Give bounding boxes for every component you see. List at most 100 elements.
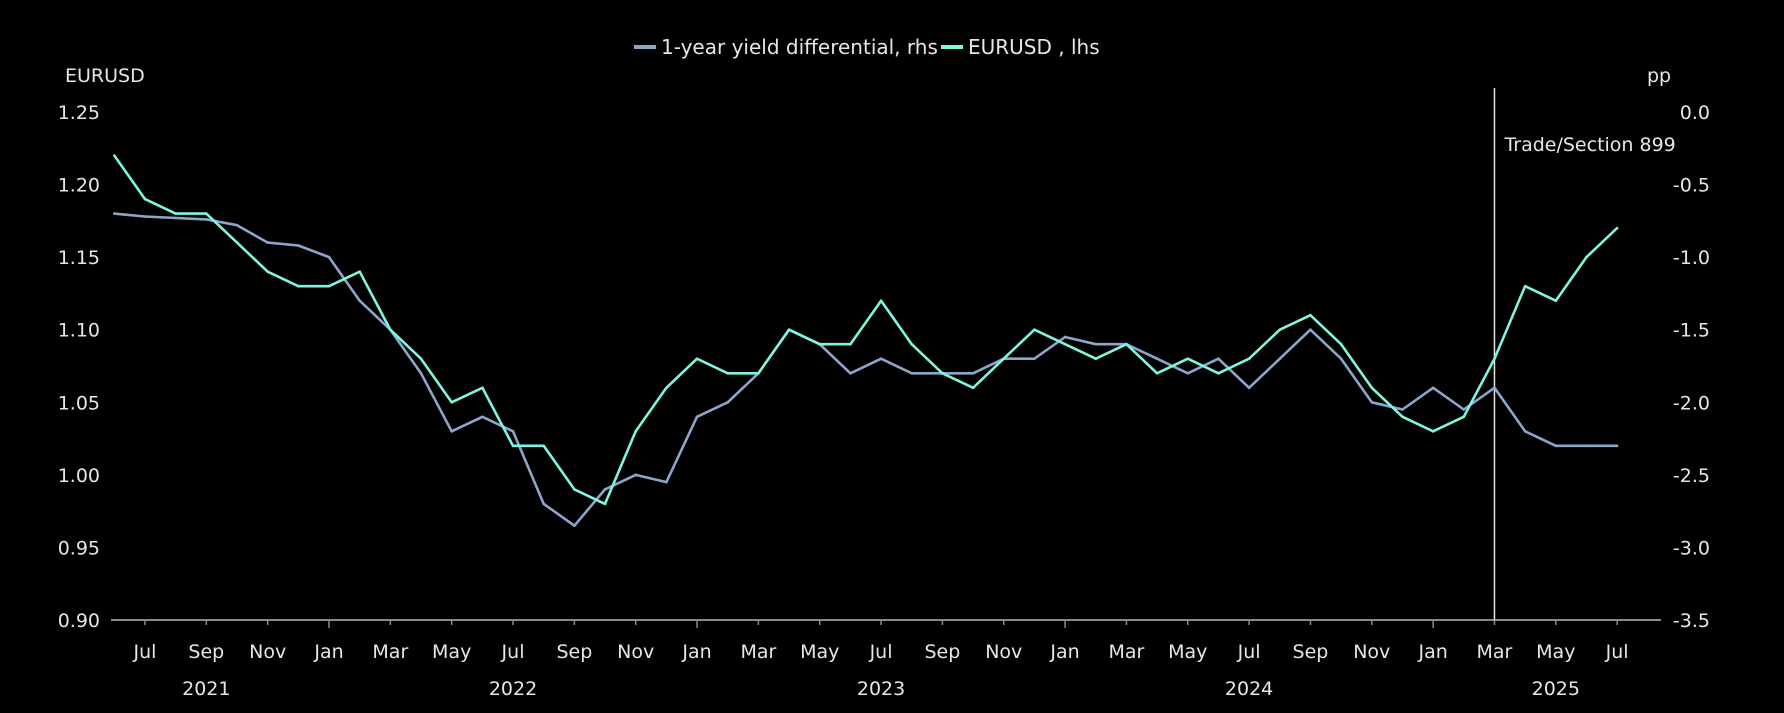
data-point-yield-differential <box>603 488 607 491</box>
data-point-yield-differential <box>1554 444 1558 448</box>
left-axis-label: EURUSD <box>65 65 145 87</box>
data-point-eurusd <box>879 299 883 302</box>
left-tick-label: 1.20 <box>58 175 100 197</box>
x-year-label: 2025 <box>1532 678 1580 700</box>
data-point-eurusd <box>1002 357 1006 361</box>
x-tick-label: Sep <box>924 641 960 663</box>
x-tick-label: May <box>1168 641 1207 663</box>
annotation-label: Trade/Section 899 <box>1503 134 1675 156</box>
data-point-eurusd <box>787 328 791 332</box>
data-point-yield-differential <box>1063 335 1067 339</box>
x-tick-label: May <box>1536 641 1575 663</box>
x-year-label: 2022 <box>489 678 537 700</box>
left-tick-label: 0.90 <box>58 610 100 632</box>
data-point-yield-differential <box>1309 328 1312 332</box>
x-tick-label: Mar <box>372 641 408 663</box>
left-tick-label: 1.00 <box>58 465 100 487</box>
data-point-eurusd <box>1585 255 1588 259</box>
data-point-eurusd <box>1247 357 1251 361</box>
data-point-eurusd <box>1186 357 1190 361</box>
data-point-eurusd <box>143 197 147 201</box>
right-tick-label: 0.0 <box>1680 102 1710 124</box>
left-axis-ticks: 1.25 1.20 1.15 1.10 1.05 1.00 0.95 0.90 <box>58 102 100 632</box>
data-point-eurusd <box>205 212 208 215</box>
data-point-eurusd <box>1370 386 1374 390</box>
right-tick-label: -3.0 <box>1673 537 1710 559</box>
x-tick-label: Sep <box>188 641 224 663</box>
legend-label-yield-differential: 1-year yield differential, rhs <box>661 35 938 59</box>
data-point-yield-differential <box>1462 408 1466 411</box>
x-tick-label: Jul <box>501 641 525 663</box>
data-point-yield-differential <box>511 430 515 433</box>
data-point-eurusd <box>1339 342 1343 346</box>
data-point-eurusd <box>757 371 760 375</box>
data-point-yield-differential <box>879 357 883 361</box>
x-year-label: 2021 <box>182 678 230 700</box>
x-axis-ticks: Jul Sep Nov Jan Mar May Jul Sep Nov Jan Mar May Jul S… <box>133 620 1629 700</box>
data-point-eurusd <box>481 386 484 390</box>
data-point-yield-differential <box>297 244 300 247</box>
data-point-yield-differential <box>1493 386 1496 390</box>
data-point-eurusd <box>174 212 177 215</box>
data-point-yield-differential <box>1247 386 1251 390</box>
data-point-eurusd <box>1063 342 1067 346</box>
data-point-yield-differential <box>113 212 116 215</box>
x-tick-label: Nov <box>249 641 286 663</box>
series-group <box>113 154 1619 528</box>
data-point-yield-differential <box>143 215 147 218</box>
data-point-eurusd <box>1094 357 1098 361</box>
x-tick-label: Jan <box>313 641 343 663</box>
x-tick-label: Jul <box>869 641 893 663</box>
right-tick-label: -2.0 <box>1673 392 1710 414</box>
x-tick-label: Sep <box>556 641 592 663</box>
data-point-yield-differential <box>971 371 975 375</box>
data-point-eurusd <box>1615 226 1619 230</box>
data-point-eurusd <box>297 284 300 288</box>
data-point-yield-differential <box>1155 357 1159 361</box>
x-tick-label: Mar <box>740 641 776 663</box>
data-point-yield-differential <box>235 223 239 227</box>
x-tick-label: Jan <box>1417 641 1447 663</box>
data-point-yield-differential <box>1401 408 1404 411</box>
x-tick-label: Jul <box>1237 641 1261 663</box>
x-tick-label: Nov <box>985 641 1022 663</box>
data-point-yield-differential <box>358 299 361 302</box>
data-point-eurusd <box>726 371 730 375</box>
data-point-eurusd <box>1523 284 1527 288</box>
data-point-eurusd <box>1401 415 1404 419</box>
right-axis-label: pp <box>1647 65 1671 87</box>
x-tick-label: Jan <box>681 641 711 663</box>
data-point-yield-differential <box>1615 444 1619 448</box>
right-tick-label: -2.5 <box>1673 465 1710 487</box>
data-point-eurusd <box>971 386 975 390</box>
series-line-eurusd <box>113 154 1618 506</box>
data-point-eurusd <box>1309 313 1312 317</box>
data-point-eurusd <box>358 270 361 273</box>
data-point-eurusd <box>1278 328 1282 332</box>
data-point-eurusd <box>235 241 239 244</box>
data-point-yield-differential <box>450 430 453 433</box>
data-point-yield-differential <box>481 415 484 419</box>
data-point-yield-differential <box>419 371 423 375</box>
data-point-eurusd <box>389 328 392 332</box>
data-point-eurusd <box>1493 357 1496 361</box>
data-point-yield-differential <box>665 480 668 484</box>
data-point-yield-differential <box>1033 357 1036 361</box>
left-tick-label: 1.10 <box>58 320 100 342</box>
data-point-eurusd <box>1217 371 1220 375</box>
data-point-yield-differential <box>205 218 208 221</box>
x-year-label: 2023 <box>857 678 905 700</box>
x-tick-label: Nov <box>617 641 654 663</box>
x-tick-label: Jul <box>133 641 157 663</box>
data-point-eurusd <box>818 342 822 346</box>
data-point-yield-differential <box>1186 371 1190 375</box>
data-point-eurusd <box>573 488 576 491</box>
data-point-yield-differential <box>849 371 852 375</box>
legend-label-eurusd: EURUSD , lhs <box>968 35 1100 59</box>
data-point-eurusd <box>1155 371 1159 375</box>
x-tick-label: Mar <box>1108 641 1144 663</box>
x-tick-label: Jan <box>1049 641 1079 663</box>
data-point-eurusd <box>450 400 453 404</box>
data-point-eurusd <box>665 386 668 390</box>
